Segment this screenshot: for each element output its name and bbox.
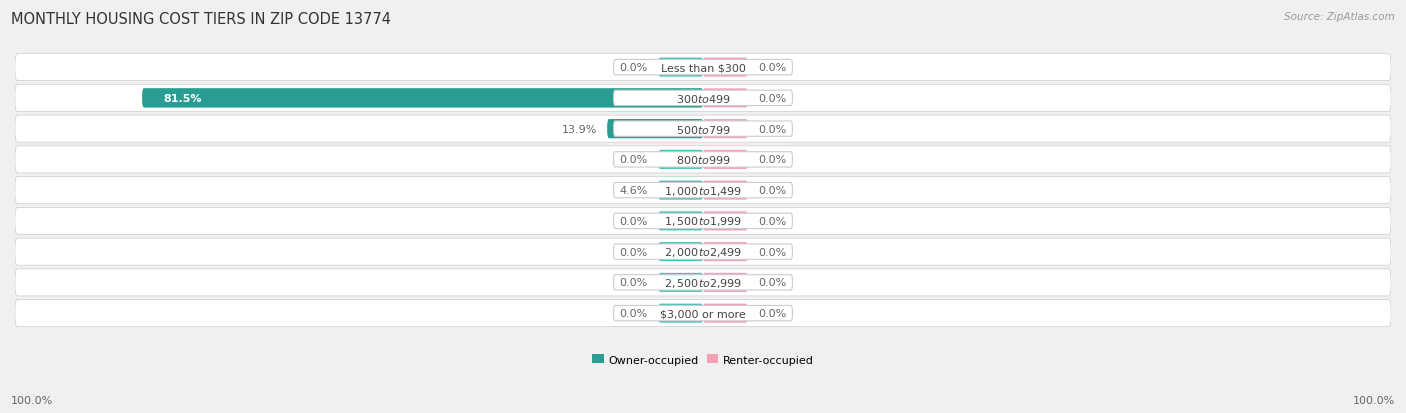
FancyBboxPatch shape <box>15 116 1391 143</box>
Text: 0.0%: 0.0% <box>758 278 786 288</box>
FancyBboxPatch shape <box>613 122 793 137</box>
Text: Less than $300: Less than $300 <box>661 63 745 73</box>
FancyBboxPatch shape <box>658 58 703 78</box>
Text: 0.0%: 0.0% <box>758 124 786 134</box>
Text: 100.0%: 100.0% <box>11 395 53 405</box>
Text: 0.0%: 0.0% <box>620 278 648 288</box>
FancyBboxPatch shape <box>703 304 748 323</box>
FancyBboxPatch shape <box>613 91 793 106</box>
FancyBboxPatch shape <box>607 120 703 139</box>
FancyBboxPatch shape <box>703 120 748 139</box>
FancyBboxPatch shape <box>142 89 703 108</box>
FancyBboxPatch shape <box>703 212 748 231</box>
Text: 100.0%: 100.0% <box>1353 395 1395 405</box>
Text: 0.0%: 0.0% <box>620 63 648 73</box>
FancyBboxPatch shape <box>703 242 748 261</box>
FancyBboxPatch shape <box>703 181 748 200</box>
FancyBboxPatch shape <box>15 85 1391 112</box>
Text: 0.0%: 0.0% <box>758 63 786 73</box>
Text: 0.0%: 0.0% <box>620 309 648 318</box>
Text: $2,000 to $2,499: $2,000 to $2,499 <box>664 246 742 259</box>
Text: $1,000 to $1,499: $1,000 to $1,499 <box>664 184 742 197</box>
FancyBboxPatch shape <box>613 275 793 290</box>
Text: 0.0%: 0.0% <box>758 247 786 257</box>
Text: 4.6%: 4.6% <box>620 186 648 196</box>
FancyBboxPatch shape <box>15 239 1391 266</box>
FancyBboxPatch shape <box>703 150 748 169</box>
Text: $300 to $499: $300 to $499 <box>675 93 731 104</box>
FancyBboxPatch shape <box>15 208 1391 235</box>
Text: 13.9%: 13.9% <box>561 124 598 134</box>
FancyBboxPatch shape <box>142 89 703 108</box>
FancyBboxPatch shape <box>613 214 793 229</box>
FancyBboxPatch shape <box>15 300 1391 327</box>
Text: $2,500 to $2,999: $2,500 to $2,999 <box>664 276 742 289</box>
Text: $800 to $999: $800 to $999 <box>675 154 731 166</box>
FancyBboxPatch shape <box>613 244 793 260</box>
Text: 0.0%: 0.0% <box>620 155 648 165</box>
FancyBboxPatch shape <box>658 242 703 261</box>
Text: 0.0%: 0.0% <box>758 309 786 318</box>
Text: 81.5%: 81.5% <box>163 94 201 104</box>
FancyBboxPatch shape <box>658 273 703 292</box>
FancyBboxPatch shape <box>613 60 793 76</box>
FancyBboxPatch shape <box>703 89 748 108</box>
FancyBboxPatch shape <box>658 212 703 231</box>
Legend: Owner-occupied, Renter-occupied: Owner-occupied, Renter-occupied <box>592 355 814 365</box>
FancyBboxPatch shape <box>15 147 1391 173</box>
Text: 0.0%: 0.0% <box>620 216 648 226</box>
FancyBboxPatch shape <box>658 181 703 200</box>
FancyBboxPatch shape <box>613 306 793 321</box>
FancyBboxPatch shape <box>15 177 1391 204</box>
Text: 0.0%: 0.0% <box>620 247 648 257</box>
Text: MONTHLY HOUSING COST TIERS IN ZIP CODE 13774: MONTHLY HOUSING COST TIERS IN ZIP CODE 1… <box>11 12 391 27</box>
FancyBboxPatch shape <box>15 55 1391 81</box>
FancyBboxPatch shape <box>703 273 748 292</box>
Text: Source: ZipAtlas.com: Source: ZipAtlas.com <box>1284 12 1395 22</box>
FancyBboxPatch shape <box>607 120 703 139</box>
FancyBboxPatch shape <box>613 152 793 168</box>
Text: 0.0%: 0.0% <box>758 155 786 165</box>
Text: 0.0%: 0.0% <box>758 186 786 196</box>
Text: $3,000 or more: $3,000 or more <box>661 309 745 318</box>
Text: 0.0%: 0.0% <box>758 216 786 226</box>
Text: $1,500 to $1,999: $1,500 to $1,999 <box>664 215 742 228</box>
Text: $500 to $799: $500 to $799 <box>675 123 731 135</box>
FancyBboxPatch shape <box>703 58 748 78</box>
FancyBboxPatch shape <box>613 183 793 198</box>
FancyBboxPatch shape <box>15 269 1391 296</box>
Text: 0.0%: 0.0% <box>758 94 786 104</box>
FancyBboxPatch shape <box>658 150 703 169</box>
FancyBboxPatch shape <box>658 304 703 323</box>
